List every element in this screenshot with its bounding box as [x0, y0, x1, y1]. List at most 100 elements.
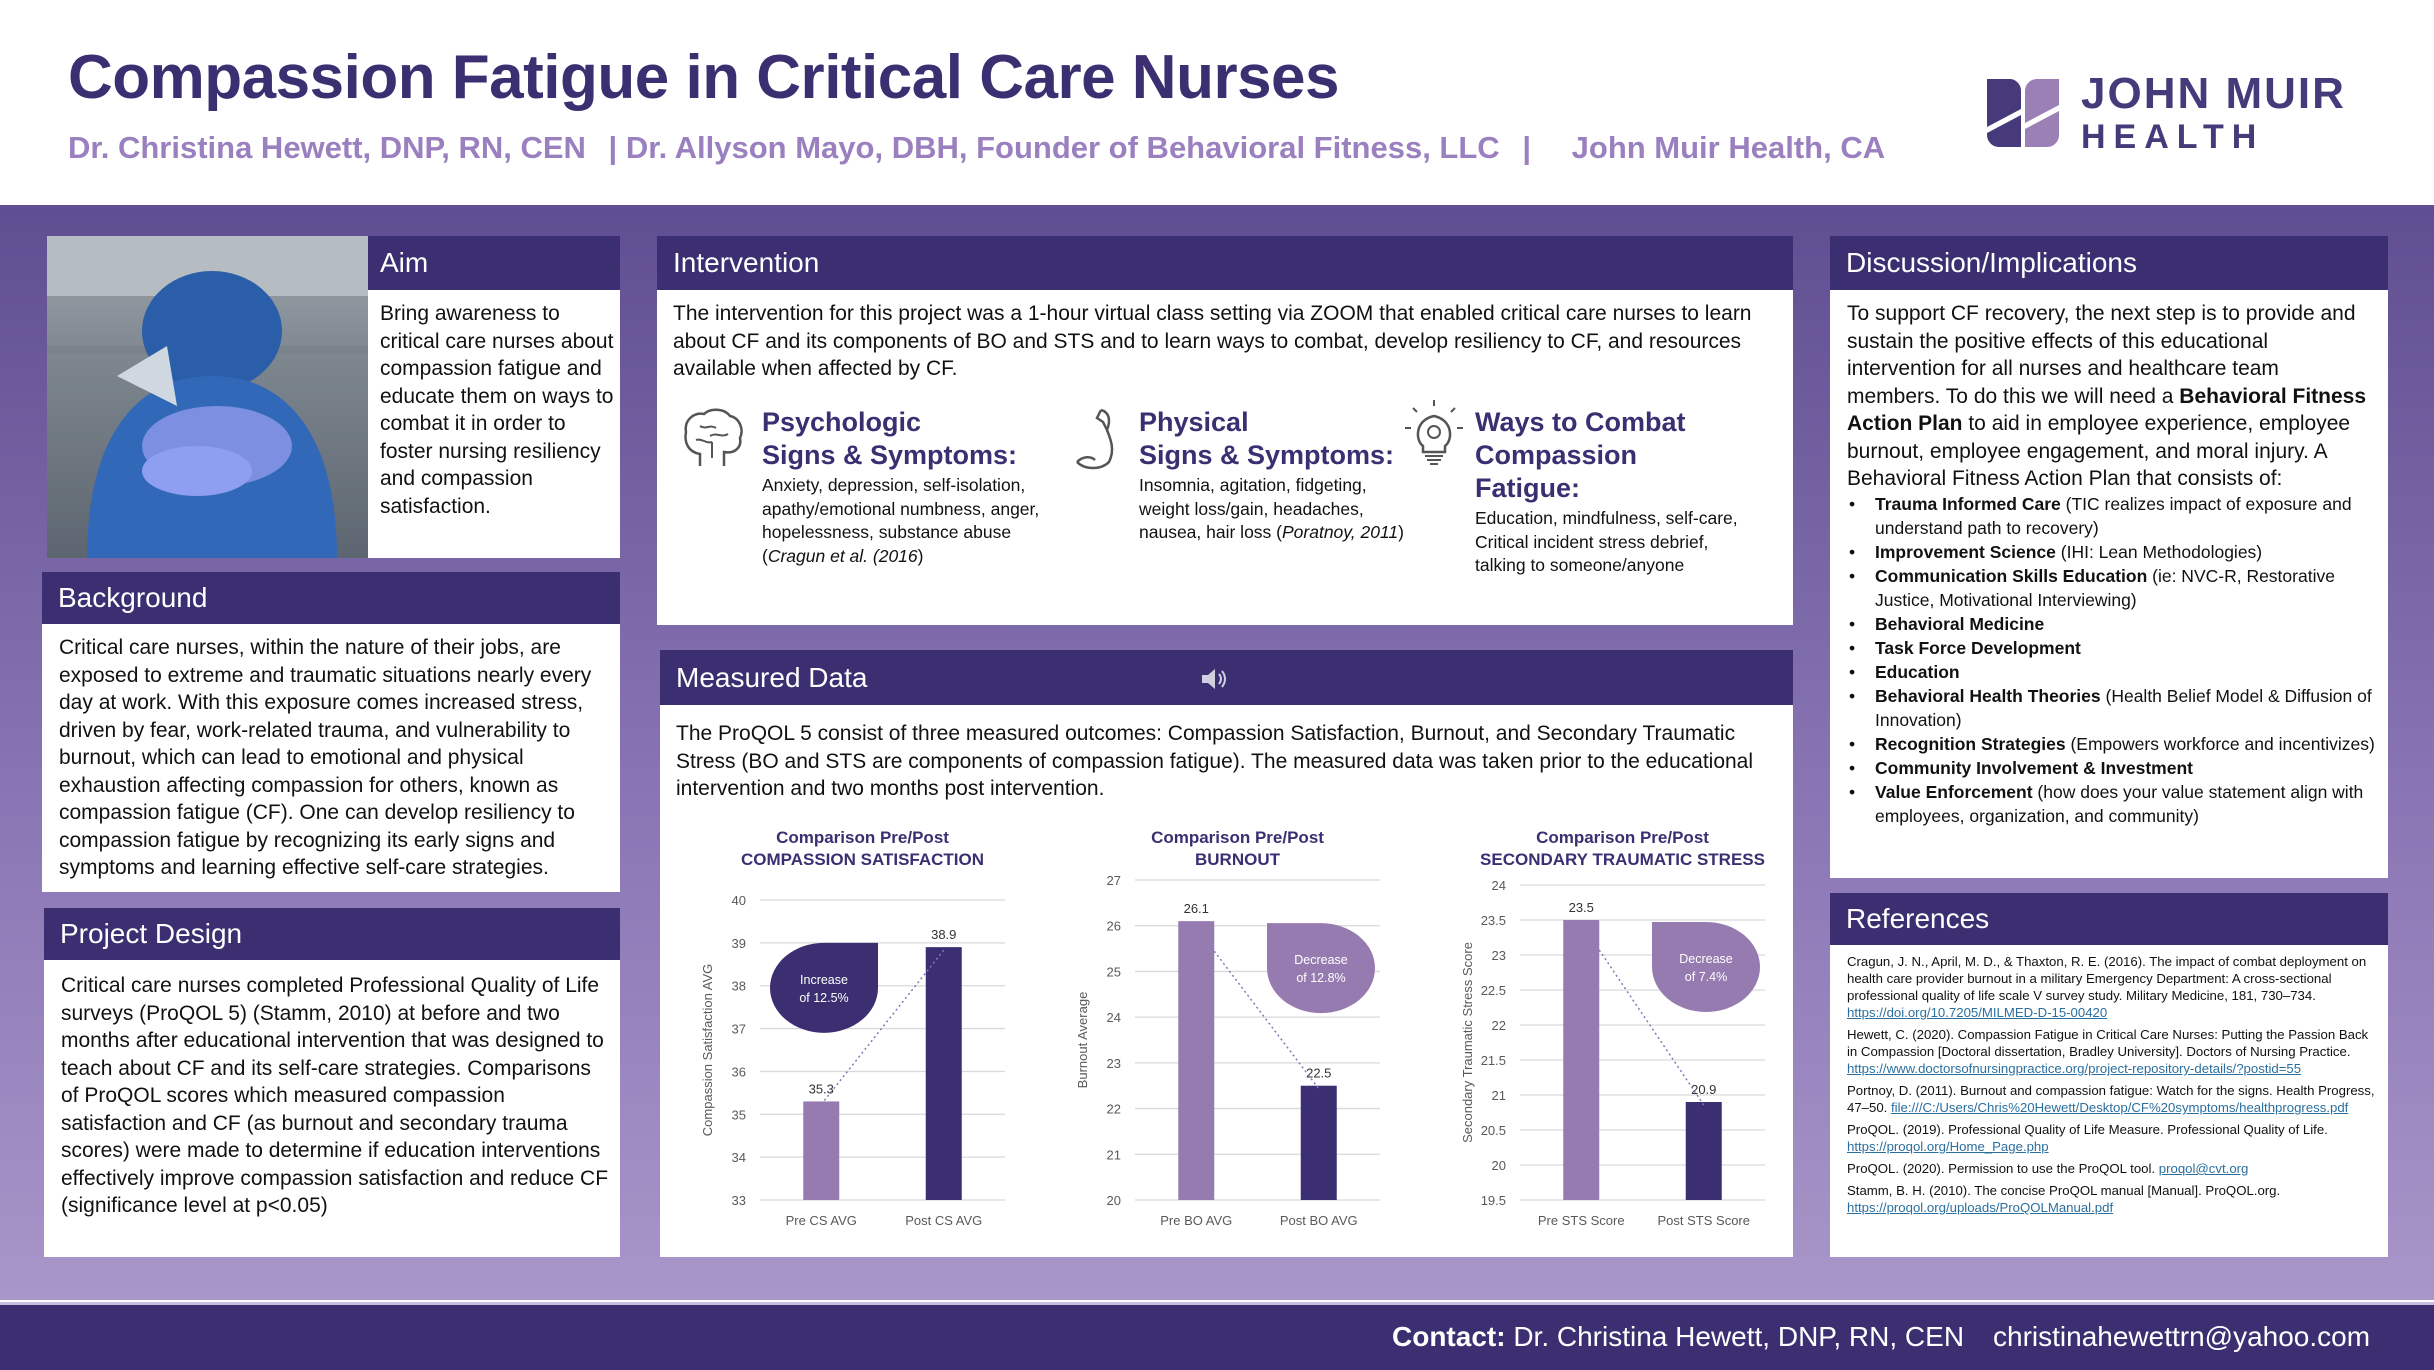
- y-tick-label: 22: [1492, 1018, 1506, 1033]
- author-1: Dr. Christina Hewett, DNP, RN, CEN: [68, 130, 586, 165]
- y-tick-label: 24: [1492, 878, 1506, 893]
- bar-value-label: 23.5: [1569, 900, 1594, 915]
- reference-link[interactable]: file:///C:/Users/Chris%20Hewett/Desktop/…: [1891, 1100, 2349, 1115]
- john-muir-health-logo: JOHN MUIR HEALTH: [1985, 70, 2365, 155]
- y-tick-label: 21.5: [1481, 1053, 1506, 1068]
- reference-item: Stamm, B. H. (2010). The concise ProQOL …: [1847, 1183, 2281, 1215]
- y-tick-label: 37: [732, 1022, 746, 1037]
- reference-link[interactable]: https://doi.org/10.7205/MILMED-D-15-0042…: [1847, 1005, 2108, 1020]
- y-tick-label: 19.5: [1481, 1193, 1506, 1208]
- measured-data-text: The ProQOL 5 consist of three measured o…: [676, 722, 1754, 800]
- annotation-bubble: [1267, 923, 1375, 1014]
- y-tick-label: 40: [732, 893, 746, 908]
- trend-line: [1213, 950, 1320, 1090]
- discussion-heading: Discussion/Implications: [1830, 236, 2388, 290]
- combat-title-2: Compassion Fatigue:: [1475, 440, 1638, 503]
- bar: [1300, 1085, 1337, 1200]
- separator: |: [1522, 130, 1532, 165]
- reference-link[interactable]: https://www.doctorsofnursingpractice.org…: [1847, 1061, 2302, 1076]
- bar-value-label: 38.9: [931, 927, 956, 942]
- speaker-icon[interactable]: [1200, 666, 1230, 692]
- chart-title-line2: COMPASSION SATISFACTION: [741, 850, 984, 869]
- reference-item: ProQOL. (2020). Permission to use the Pr…: [1847, 1161, 2249, 1176]
- y-tick-label: 38: [732, 979, 746, 994]
- bar-value-label: 20.9: [1691, 1082, 1716, 1097]
- background-heading: Background: [42, 572, 620, 624]
- y-axis-label: Compassion Satisfaction AVG: [700, 964, 715, 1136]
- y-tick-label: 26: [1107, 919, 1121, 934]
- action-plan-item: Education: [1847, 660, 2381, 684]
- annotation-bubble: [1652, 922, 1760, 1012]
- annotation-text-2: of 12.5%: [799, 991, 848, 1005]
- chart-burnout: Comparison Pre/Post BURNOUT 20 21 22 23 24 25 26…: [1075, 828, 1380, 1228]
- category-label: Post CS AVG: [905, 1213, 982, 1228]
- butterfly-logo-icon: [1987, 78, 2059, 147]
- intervention-heading: Intervention: [657, 236, 1793, 290]
- chart-secondary-traumatic-stress: Comparison Pre/Post SECONDARY TRAUMATIC S…: [1460, 828, 1765, 1228]
- combat-title-1: Ways to Combat: [1475, 407, 1686, 437]
- action-plan-item: Communication Skills Education (ie: NVC-…: [1847, 564, 2381, 612]
- y-tick-label: 24: [1107, 1010, 1121, 1025]
- category-label: Pre STS Score: [1538, 1213, 1625, 1228]
- author-2: | Dr. Allyson Mayo, DBH, Founder of Beha…: [608, 130, 1500, 165]
- y-tick-label: 22.5: [1481, 983, 1506, 998]
- nurse-photo: [47, 236, 368, 558]
- psychologic-symptoms: Psychologic Signs & Symptoms: Anxiety, d…: [684, 406, 1052, 568]
- chart-title-line1: Comparison Pre/Post: [1151, 828, 1324, 847]
- contact-email[interactable]: christinahewettrn@yahoo.com: [1993, 1321, 2371, 1352]
- brain-icon: [684, 408, 743, 466]
- project-design-heading: Project Design: [44, 908, 620, 960]
- bar: [803, 1101, 840, 1200]
- lightbulb-gear-icon: [1405, 400, 1463, 465]
- physical-text: Insomnia, agitation, fidgeting, weight l…: [1139, 475, 1404, 542]
- annotation-text-1: Decrease: [1679, 952, 1733, 966]
- bar: [1685, 1102, 1722, 1200]
- psychologic-title-2: Signs & Symptoms:: [762, 440, 1018, 470]
- reference-link[interactable]: proqol@cvt.org: [2158, 1161, 2249, 1176]
- y-tick-label: 25: [1107, 964, 1121, 979]
- logo-line-1: JOHN MUIR: [2081, 68, 2346, 118]
- reference-item: Hewett, C. (2020). Compassion Fatigue in…: [1847, 1027, 2369, 1076]
- reference-link[interactable]: https://proqol.org/Home_Page.php: [1847, 1139, 2049, 1154]
- bar: [1178, 921, 1215, 1200]
- chart-title-line1: Comparison Pre/Post: [776, 828, 949, 847]
- y-tick-label: 23: [1492, 948, 1506, 963]
- measured-data-heading: Measured Data: [660, 650, 1793, 705]
- bar-value-label: 22.5: [1306, 1066, 1331, 1081]
- bar: [925, 947, 962, 1200]
- action-plan-item: Community Involvement & Investment: [1847, 756, 2381, 780]
- chart-title-line2: BURNOUT: [1195, 850, 1281, 869]
- bar-value-label: 26.1: [1184, 901, 1209, 916]
- y-tick-label: 36: [732, 1064, 746, 1079]
- action-plan-item: Behavioral Health Theories (Health Belie…: [1847, 684, 2381, 732]
- intervention-text: The intervention for this project was a …: [673, 302, 1752, 380]
- aim-panel: Aim Bring awareness to critical care nur…: [368, 236, 620, 558]
- bar-value-label: 35.3: [809, 1081, 834, 1096]
- background-text: Critical care nurses, within the nature …: [59, 636, 592, 879]
- y-tick-label: 23.5: [1481, 913, 1506, 928]
- annotation-text-1: Increase: [800, 973, 848, 987]
- discussion-panel: Discussion/Implications To support CF re…: [1830, 236, 2388, 878]
- y-tick-label: 23: [1107, 1056, 1121, 1071]
- project-design-text: Critical care nurses completed Professio…: [61, 974, 609, 1217]
- y-tick-label: 33: [732, 1193, 746, 1208]
- project-design-panel: Project Design Critical care nurses comp…: [44, 908, 620, 1257]
- annotation-bubble: [770, 942, 878, 1033]
- reference-item: Portnoy, D. (2011). Burnout and compassi…: [1847, 1083, 2375, 1115]
- bar: [1563, 920, 1600, 1200]
- psychologic-text: Anxiety, depression, self-isolation, apa…: [762, 475, 1040, 566]
- y-tick-label: 22: [1107, 1102, 1121, 1117]
- reference-link[interactable]: https://proqol.org/uploads/ProQOLManual.…: [1847, 1200, 2114, 1215]
- combat-strategies: Ways to Combat Compassion Fatigue: Educa…: [1405, 400, 1745, 578]
- psychologic-title-1: Psychologic: [762, 407, 922, 437]
- references-heading: References: [1830, 893, 2388, 945]
- y-tick-label: 21: [1107, 1147, 1121, 1162]
- action-plan-item: Recognition Strategies (Empowers workfor…: [1847, 732, 2381, 756]
- annotation-text-2: of 7.4%: [1685, 970, 1727, 984]
- affiliation: John Muir Health, CA: [1571, 130, 1886, 165]
- measured-data-panel: Measured Data The ProQOL 5 consist of th…: [660, 650, 1793, 1257]
- logo-line-2: HEALTH: [2081, 117, 2265, 156]
- action-plan-item: Improvement Science (IHI: Lean Methodolo…: [1847, 540, 2381, 564]
- trend-line: [1598, 949, 1705, 1106]
- contact: Contact: Dr. Christina Hewett, DNP, RN, …: [1392, 1321, 1965, 1352]
